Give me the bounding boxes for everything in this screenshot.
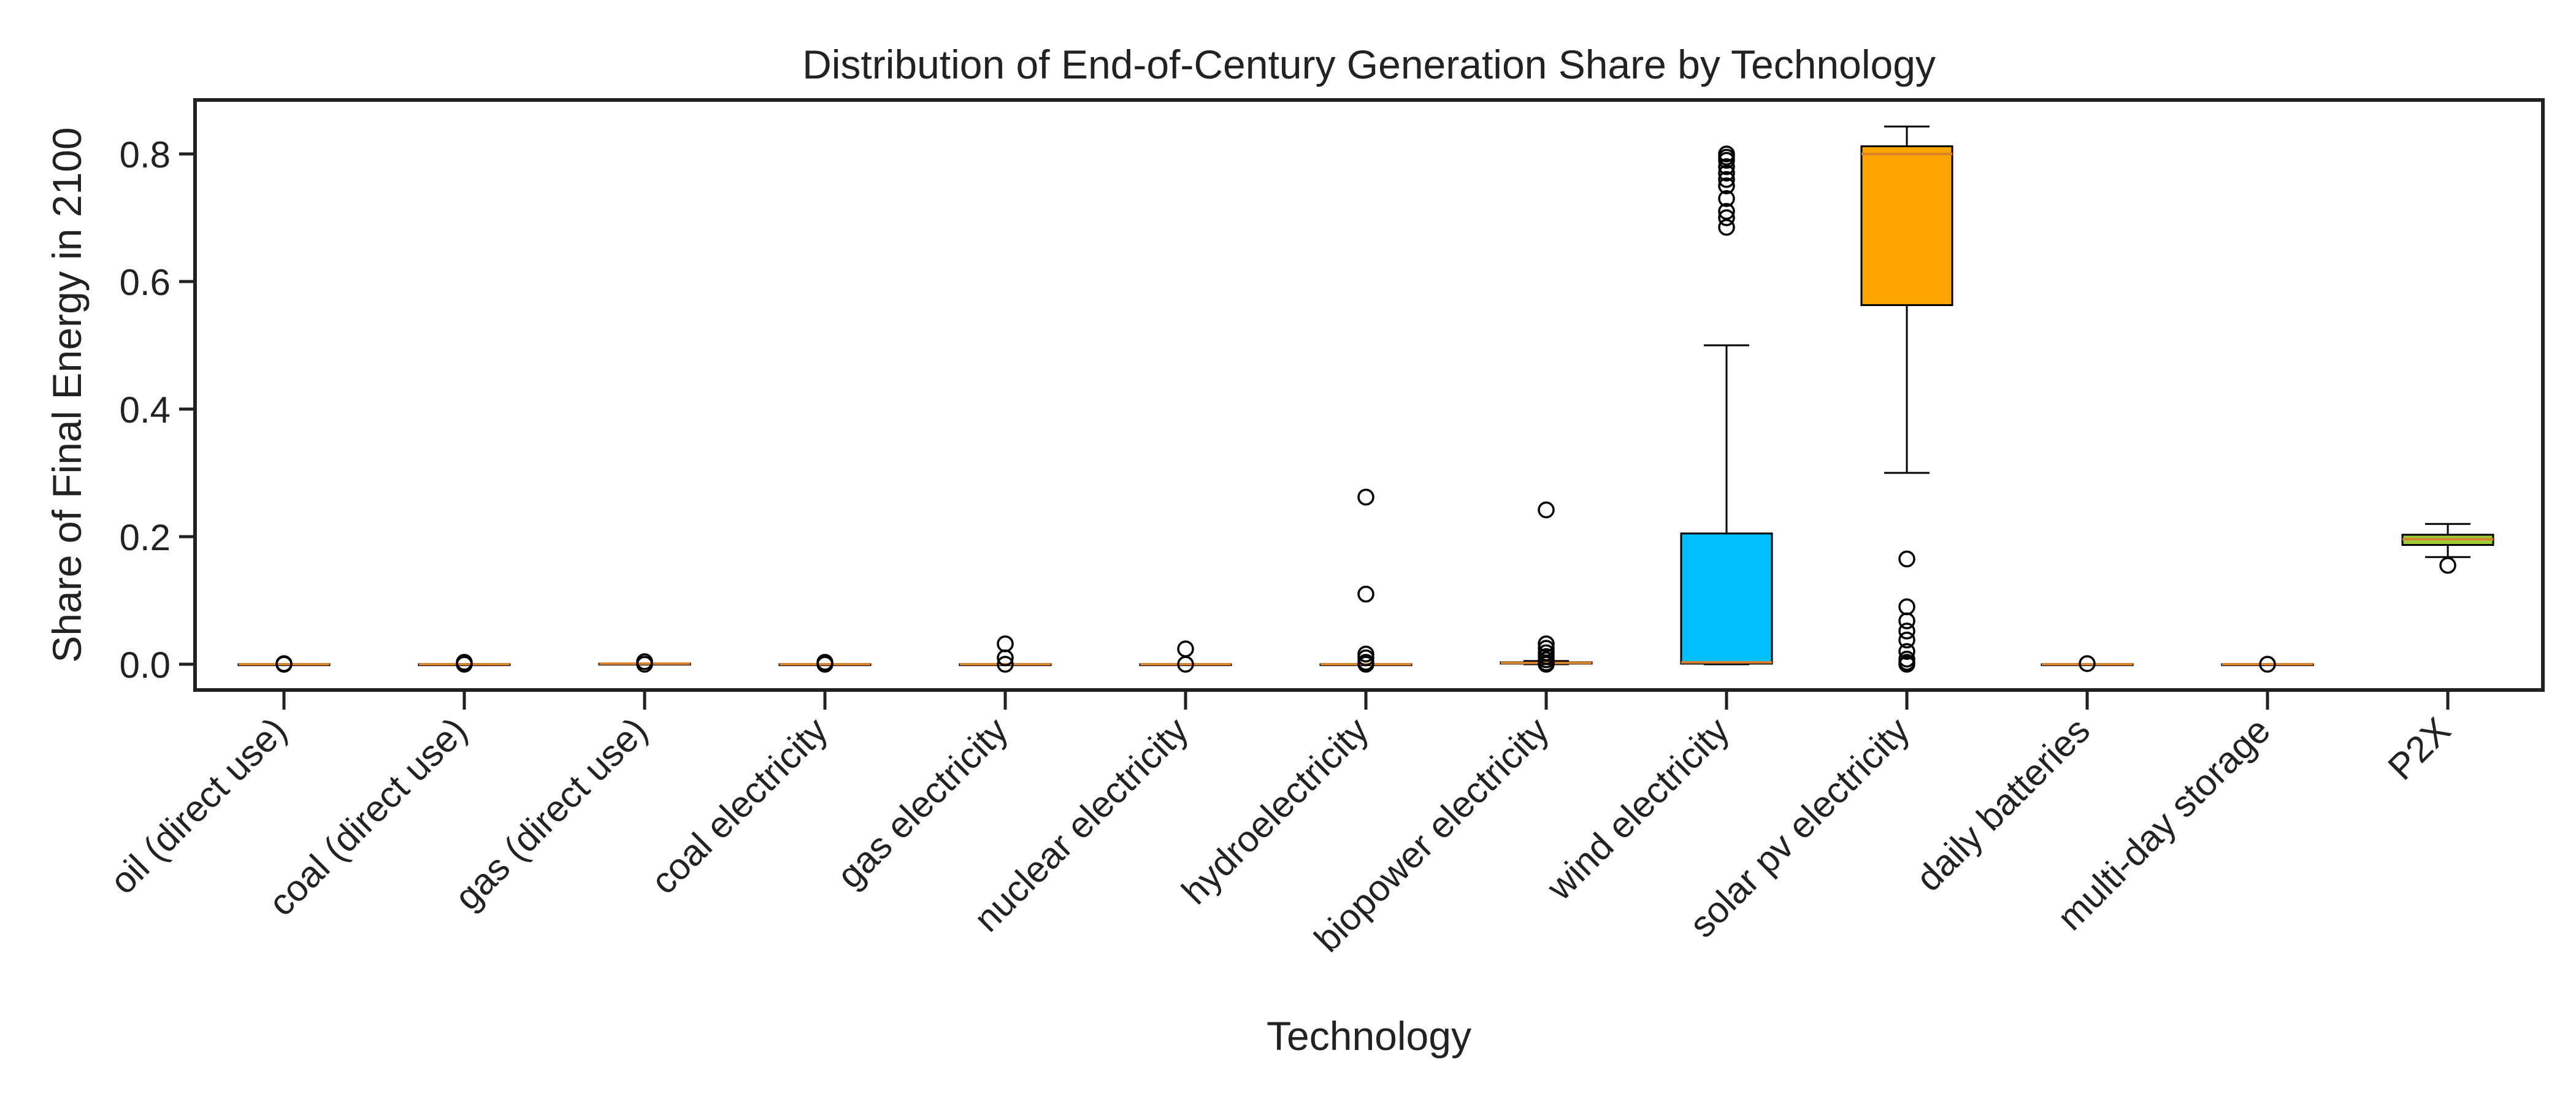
outlier-point: [1898, 550, 1915, 568]
outlier-point: [1898, 623, 1915, 640]
box-group: [1500, 501, 1593, 673]
box-group: [959, 635, 1052, 673]
outlier-point: [1357, 649, 1374, 667]
x-tick-label: P2X: [2380, 710, 2459, 788]
outlier-point: [1718, 202, 1735, 220]
box-group: [598, 653, 691, 673]
y-tick-label: 0.6: [120, 262, 171, 303]
outlier-point: [2259, 656, 2276, 673]
outlier-point: [636, 656, 653, 673]
box-group: [418, 654, 511, 673]
outlier-point: [1718, 177, 1735, 194]
outlier-point: [997, 635, 1014, 653]
y-tick-label: 0.4: [120, 389, 171, 431]
outlier-point: [275, 656, 293, 673]
x-tick-label: daily batteries: [1908, 710, 2098, 899]
outlier-point: [1718, 164, 1735, 182]
box-group: [1139, 640, 1232, 673]
outlier-point: [1357, 585, 1374, 603]
outlier-point: [1538, 635, 1555, 653]
plot-area: [237, 125, 2494, 673]
iqr-box: [1860, 145, 1953, 306]
box-group: [1319, 488, 1413, 673]
outlier-point: [2079, 655, 2096, 672]
outlier-point: [1718, 190, 1735, 207]
outlier-point: [1718, 209, 1735, 226]
outlier-point: [1718, 151, 1735, 169]
x-tick-label: wind electricity: [1538, 710, 1737, 908]
box-group: [2041, 655, 2134, 672]
outlier-point: [816, 656, 834, 673]
y-tick-label: 0.2: [120, 517, 171, 558]
outlier-point: [1718, 171, 1735, 188]
outlier-point: [2439, 557, 2456, 574]
x-tick-label: gas (direct use): [447, 710, 655, 918]
box-group: [1680, 145, 1773, 665]
chart-title: Distribution of End-of-Century Generatio…: [802, 42, 1936, 87]
x-tick-label: coal electricity: [643, 710, 835, 902]
outlier-point: [1898, 612, 1915, 630]
x-tick-label: gas electricity: [829, 710, 1016, 896]
box-group: [1860, 125, 1953, 673]
outlier-point: [1718, 158, 1735, 175]
outlier-point: [1898, 631, 1915, 649]
outlier-point: [1898, 598, 1915, 616]
outlier-point: [1898, 643, 1915, 660]
outlier-point: [1357, 488, 1374, 506]
box-group: [778, 654, 872, 673]
outlier-point: [997, 656, 1014, 673]
outlier-point: [1177, 640, 1194, 657]
outlier-point: [1718, 218, 1735, 236]
iqr-box: [1680, 532, 1773, 665]
outlier-point: [1538, 501, 1555, 519]
x-axis-label: Technology: [1267, 1013, 1471, 1059]
box-group: [2221, 656, 2314, 673]
outlier-point: [1357, 656, 1374, 673]
outlier-point: [1177, 656, 1194, 673]
axes-frame: [193, 98, 2545, 692]
box-group: [2401, 523, 2494, 574]
y-tick-label: 0.0: [120, 645, 171, 686]
x-axis: oil (direct use)coal (direct use)gas (di…: [102, 690, 2458, 960]
y-axis-label: Share of Final Energy in 2100: [44, 127, 90, 662]
y-axis: 0.0 0.2 0.4 0.6 0.8: [120, 134, 195, 686]
outlier-point: [456, 656, 473, 673]
box-group: [237, 655, 331, 673]
outlier-point: [1538, 656, 1555, 673]
outlier-point: [997, 649, 1014, 667]
y-tick-label: 0.8: [120, 134, 171, 175]
outlier-point: [1898, 656, 1915, 673]
x-tick-label: oil (direct use): [102, 710, 294, 902]
x-tick-label: hydroelectricity: [1174, 710, 1376, 912]
x-tick-label: coal (direct use): [261, 710, 475, 924]
